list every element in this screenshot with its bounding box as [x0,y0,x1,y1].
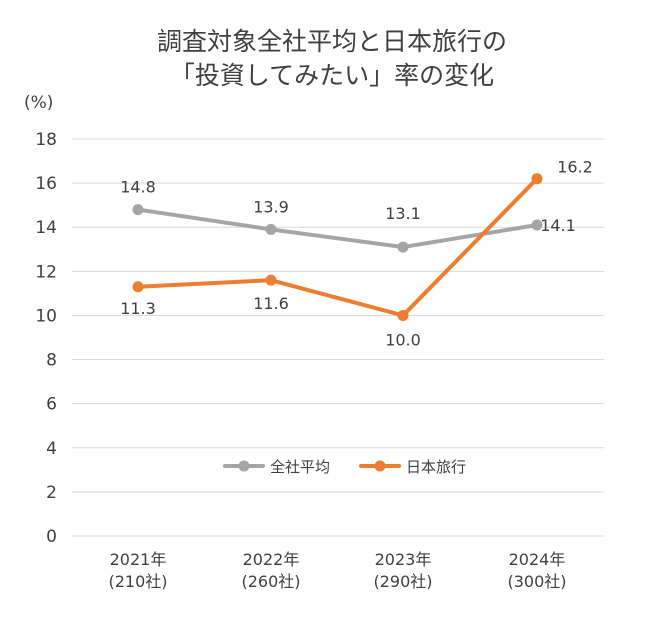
series-point [397,241,409,253]
series-point [132,281,144,293]
x-category-label: (210社) [108,572,167,591]
series-point [265,274,277,286]
x-category-label: 2022年 [243,550,300,569]
chart-title: 調査対象全社平均と日本旅行の 「投資してみたい」率の変化 [157,27,507,90]
x-category-label: 2021年 [110,550,167,569]
y-tick-label: 10 [35,306,57,326]
chart-title-line-1: 調査対象全社平均と日本旅行の [157,27,507,56]
y-tick-label: 14 [35,218,57,238]
data-label: 10.0 [385,330,421,349]
series-point [531,219,543,231]
y-tick-label: 18 [35,130,57,150]
x-category-label: (290社) [373,572,432,591]
data-label: 11.3 [120,299,156,318]
series-line [136,207,539,250]
series-point [531,173,543,185]
x-category-label: (300社) [507,572,566,591]
data-label: 14.8 [120,178,156,197]
data-labels: 14.8 13.9 13.1 14.1 11.3 11.6 10.0 16.2 [120,158,593,350]
y-tick-label: 4 [46,439,57,459]
data-label: 13.1 [385,204,421,223]
chart-title-line-2: 「投資してみたい」率の変化 [170,61,494,90]
legend-swatch-marker [374,460,386,472]
y-axis-ticks: 0 2 4 6 8 10 12 14 16 18 [35,130,57,547]
x-category-label: (260社) [241,572,300,591]
y-tick-label: 2 [46,483,57,503]
y-axis-unit-label: (%) [24,93,53,113]
x-category-label: 2023年 [375,550,432,569]
series-point [132,204,144,216]
data-label: 11.6 [253,294,289,313]
x-axis-categories: 2021年 (210社) 2022年 (260社) 2023年 (290社) 2024年 (3… [108,550,566,591]
legend: 全社平均 日本旅行 [223,458,466,476]
y-tick-label: 6 [46,395,57,415]
data-label: 13.9 [253,197,289,216]
series-line [136,176,539,318]
series-point [265,223,277,235]
series-point [397,309,409,321]
legend-label: 全社平均 [270,458,330,476]
series-lines [132,173,543,321]
gridlines [72,138,604,537]
data-label: 14.1 [540,216,576,235]
legend-swatch-marker [238,460,250,472]
y-tick-label: 16 [35,174,57,194]
data-label: 16.2 [557,158,593,177]
legend-label: 日本旅行 [406,458,466,476]
y-tick-label: 8 [46,351,57,371]
y-tick-label: 12 [35,262,57,282]
x-category-label: 2024年 [509,550,566,569]
y-tick-label: 0 [46,527,57,547]
